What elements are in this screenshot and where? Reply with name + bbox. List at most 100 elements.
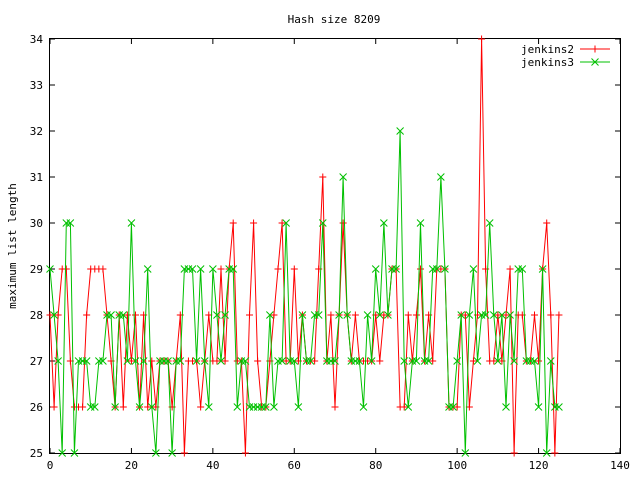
y-tick-label: 33 bbox=[30, 79, 43, 92]
y-tick-label: 32 bbox=[30, 125, 43, 138]
data-point-jenkins3 bbox=[200, 357, 209, 365]
data-point-jenkins3 bbox=[494, 357, 502, 365]
data-point-jenkins3 bbox=[498, 311, 506, 319]
legend-marker-jenkins2 bbox=[591, 45, 599, 53]
data-point-jenkins3 bbox=[400, 357, 409, 365]
data-point-jenkins2 bbox=[478, 35, 486, 43]
x-tick-label: 140 bbox=[610, 459, 630, 472]
data-point-jenkins3 bbox=[416, 219, 425, 227]
data-point-jenkins2 bbox=[148, 357, 156, 365]
data-point-jenkins2 bbox=[54, 311, 62, 319]
data-point-jenkins2 bbox=[246, 311, 253, 319]
data-point-jenkins2 bbox=[469, 357, 477, 365]
data-point-jenkins3 bbox=[441, 265, 449, 273]
x-tick-label: 120 bbox=[529, 459, 549, 472]
data-point-jenkins3 bbox=[384, 311, 392, 319]
data-point-jenkins2 bbox=[311, 357, 319, 365]
data-point-jenkins3 bbox=[164, 357, 172, 365]
data-point-jenkins2 bbox=[412, 311, 420, 319]
plot-frame bbox=[49, 38, 621, 454]
data-point-jenkins3 bbox=[266, 311, 274, 319]
data-point-jenkins2 bbox=[351, 311, 359, 319]
y-tick-label: 29 bbox=[30, 263, 43, 276]
data-point-jenkins3 bbox=[469, 265, 478, 273]
data-point-jenkins2 bbox=[250, 219, 258, 227]
data-point-jenkins3 bbox=[204, 403, 213, 411]
data-point-jenkins2 bbox=[144, 403, 152, 411]
data-point-jenkins3 bbox=[99, 357, 107, 365]
data-point-jenkins2 bbox=[127, 357, 135, 365]
data-point-jenkins3 bbox=[111, 403, 119, 411]
x-tick-label: 20 bbox=[125, 459, 138, 472]
data-point-jenkins3 bbox=[135, 403, 144, 411]
data-point-jenkins2 bbox=[417, 265, 424, 273]
data-point-jenkins2 bbox=[132, 311, 139, 319]
data-point-jenkins3 bbox=[147, 403, 156, 411]
data-point-jenkins2 bbox=[319, 173, 327, 181]
data-point-jenkins3 bbox=[371, 265, 380, 273]
data-point-jenkins2 bbox=[229, 219, 237, 227]
data-point-jenkins3 bbox=[396, 127, 404, 135]
data-point-jenkins3 bbox=[335, 311, 343, 319]
data-point-jenkins3 bbox=[290, 357, 299, 365]
data-point-jenkins3 bbox=[176, 357, 185, 365]
data-point-jenkins2 bbox=[535, 357, 543, 365]
data-point-jenkins3 bbox=[50, 311, 58, 319]
chart-title: Hash size 8209 bbox=[288, 13, 381, 26]
data-point-jenkins3 bbox=[229, 265, 238, 273]
data-point-jenkins2 bbox=[79, 403, 87, 411]
legend-marker-jenkins3 bbox=[591, 58, 599, 66]
data-point-jenkins3 bbox=[82, 357, 91, 365]
data-point-jenkins2 bbox=[543, 219, 551, 227]
data-point-jenkins2 bbox=[453, 403, 461, 411]
y-tick-label: 30 bbox=[30, 217, 43, 230]
data-point-jenkins2 bbox=[62, 265, 70, 273]
data-point-jenkins3 bbox=[355, 357, 364, 365]
y-tick-label: 27 bbox=[30, 355, 43, 368]
data-point-jenkins3 bbox=[534, 403, 543, 411]
data-point-jenkins3 bbox=[424, 357, 433, 365]
data-point-jenkins2 bbox=[119, 403, 127, 411]
data-point-jenkins3 bbox=[54, 357, 62, 365]
data-point-jenkins2 bbox=[400, 403, 408, 411]
data-point-jenkins2 bbox=[217, 265, 225, 273]
data-point-jenkins3 bbox=[367, 357, 376, 365]
y-tick-label: 26 bbox=[30, 401, 43, 414]
data-point-jenkins3 bbox=[221, 311, 229, 319]
data-point-jenkins3 bbox=[331, 357, 339, 365]
data-point-jenkins3 bbox=[542, 449, 551, 457]
data-point-jenkins2 bbox=[494, 311, 502, 319]
data-point-jenkins3 bbox=[152, 449, 160, 457]
data-point-jenkins3 bbox=[66, 219, 75, 227]
y-tick-label: 25 bbox=[30, 447, 43, 460]
data-point-jenkins2 bbox=[490, 357, 498, 365]
data-point-jenkins3 bbox=[58, 449, 67, 457]
data-point-jenkins3 bbox=[314, 311, 323, 319]
data-point-jenkins3 bbox=[518, 265, 527, 273]
data-point-jenkins3 bbox=[457, 311, 466, 319]
data-point-jenkins2 bbox=[510, 449, 518, 457]
data-point-jenkins2 bbox=[99, 265, 107, 273]
series-line-jenkins3 bbox=[49, 130, 559, 454]
data-point-jenkins3 bbox=[538, 265, 547, 273]
data-point-jenkins2 bbox=[290, 265, 298, 273]
data-point-jenkins3 bbox=[192, 357, 201, 365]
data-point-jenkins3 bbox=[241, 357, 250, 365]
data-point-jenkins2 bbox=[331, 403, 339, 411]
data-point-jenkins3 bbox=[107, 311, 115, 319]
data-point-jenkins3 bbox=[412, 357, 421, 365]
data-point-jenkins3 bbox=[188, 265, 197, 273]
legend-label-jenkins3: jenkins3 bbox=[521, 56, 574, 69]
data-point-jenkins3 bbox=[127, 219, 136, 227]
x-tick-label: 0 bbox=[47, 459, 54, 472]
data-point-jenkins3 bbox=[318, 219, 327, 227]
data-point-jenkins2 bbox=[502, 311, 510, 319]
x-tick-label: 100 bbox=[447, 459, 467, 472]
data-point-jenkins3 bbox=[294, 403, 303, 411]
data-point-jenkins3 bbox=[123, 357, 132, 365]
data-point-jenkins2 bbox=[180, 449, 188, 457]
series-jenkins3 bbox=[46, 127, 563, 457]
data-point-jenkins2 bbox=[461, 311, 469, 319]
